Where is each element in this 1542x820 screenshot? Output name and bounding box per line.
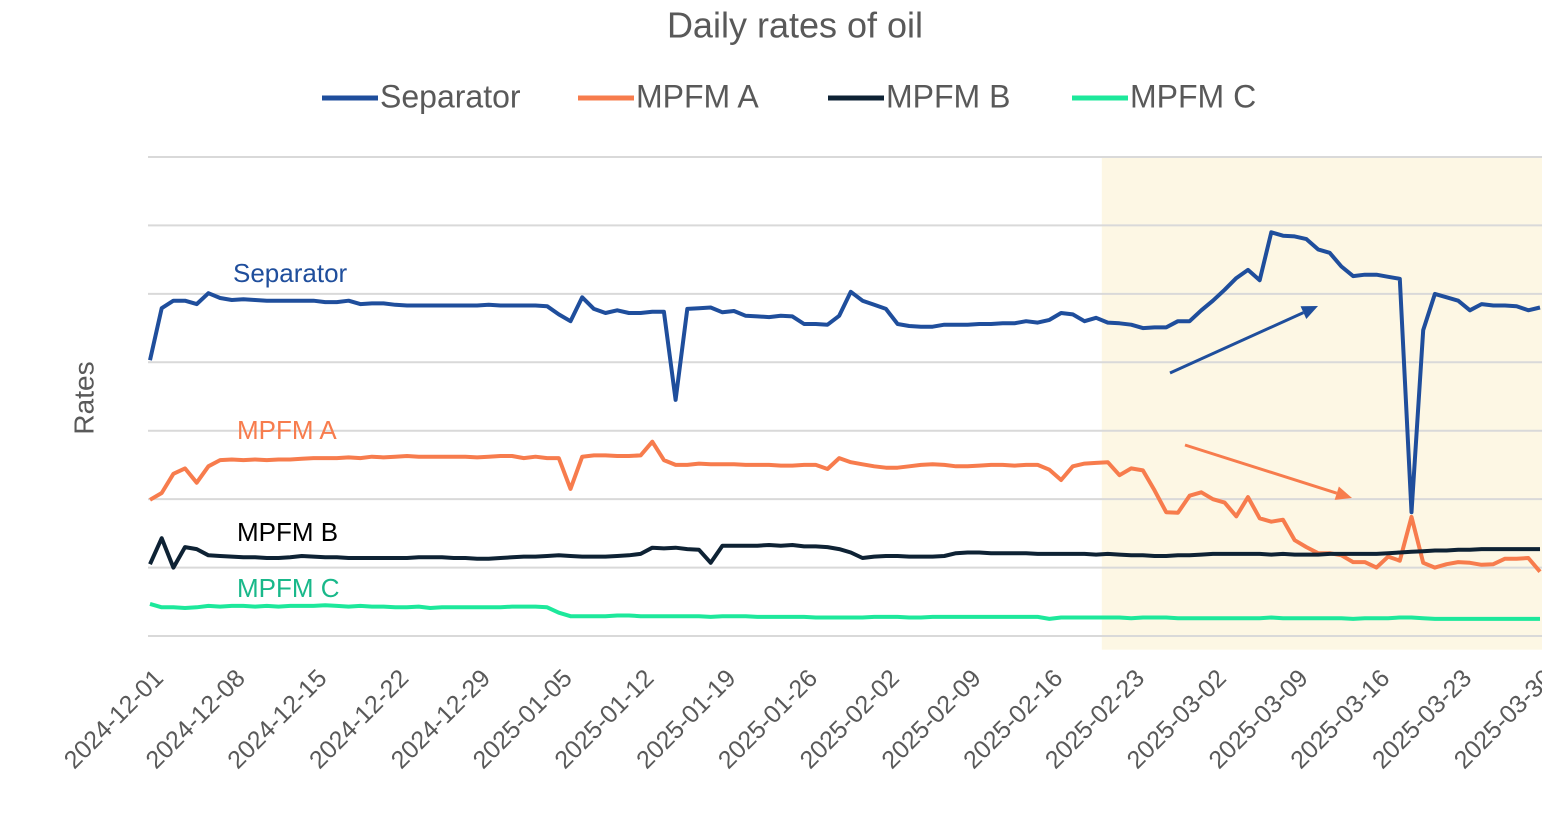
arrow-head [1334,486,1352,500]
annotation-arrow [1169,311,1305,375]
chart-title: Daily rates of oil [667,5,923,46]
plot-background [1101,157,1542,650]
series-line [148,230,1541,515]
arrow-head [1300,306,1318,319]
series-line [148,536,1540,570]
legend-label: MPFM B [886,78,1010,114]
series-label: MPFM A [237,415,337,445]
y-axis-label: Rates [68,361,99,434]
legend-label: MPFM C [1130,78,1256,114]
series-line [148,439,1542,573]
series-label: MPFM C [237,573,340,603]
series-line [149,601,1540,621]
legend-label: MPFM A [636,78,759,114]
series-label: Separator [233,258,348,288]
highlight-region [1101,157,1542,650]
series-label: MPFM B [237,517,338,547]
legend-label: Separator [380,78,521,114]
annotation-arrow [1184,443,1338,495]
